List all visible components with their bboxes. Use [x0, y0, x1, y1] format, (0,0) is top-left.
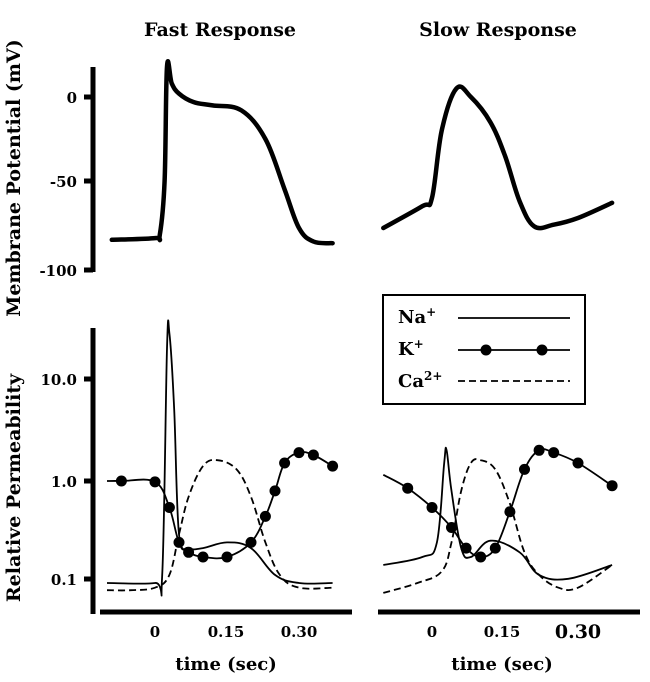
xtick-fast-0: 0 — [150, 623, 160, 641]
membrane-potential-line-slow — [381, 84, 615, 231]
xlabel-slow: time (sec) — [451, 654, 553, 675]
k-marker-fast-5 — [183, 546, 195, 558]
xtick-fast-030: 0.30 — [281, 623, 318, 641]
ca-line-slow — [383, 458, 613, 594]
legend: Na+ K+ Ca2+ — [382, 294, 586, 405]
ylabel-membrane: Membrane Potential (mV) — [3, 39, 25, 316]
plot-layer — [106, 59, 618, 597]
xtick-slow-030: 0.30 — [555, 621, 601, 643]
na-line-fast — [106, 319, 333, 597]
k-marker-slow-4 — [460, 542, 472, 554]
title-slow: Slow Response — [419, 19, 577, 41]
k-marker-slow-10 — [548, 447, 560, 459]
ylabel-permeability: Relative Permeability — [3, 373, 25, 602]
k-marker-fast-3 — [163, 502, 175, 513]
legend-label-k: K+ — [398, 337, 424, 360]
k-marker-slow-11 — [572, 457, 584, 469]
k-marker-fast-11 — [279, 457, 291, 469]
k-marker-slow-6 — [489, 542, 501, 554]
k-marker-fast-10 — [269, 485, 281, 497]
xlabel-fast: time (sec) — [175, 654, 277, 675]
k-marker-fast-8 — [245, 536, 257, 548]
k-marker-fast-13 — [307, 449, 319, 461]
k-marker-fast-14 — [327, 460, 339, 472]
legend-marker-k-1 — [480, 344, 492, 356]
k-marker-fast-6 — [197, 551, 209, 563]
k-marker-fast-1 — [115, 475, 127, 487]
k-marker-fast-2 — [149, 476, 161, 488]
xtick-slow-015: 0.15 — [484, 623, 521, 641]
membrane-potential-line-fast — [109, 59, 335, 246]
xtick-slow-0: 0 — [427, 623, 437, 641]
xtick-fast-015: 0.15 — [208, 623, 245, 641]
legend-marker-k-2 — [536, 344, 548, 356]
legend-label-na: Na+ — [398, 305, 436, 328]
bottom-ytick-label-01: 0.1 — [51, 571, 77, 589]
top-ytick-label-50: -50 — [50, 173, 77, 191]
k-marker-fast-4 — [173, 536, 185, 548]
k-marker-slow-9 — [533, 444, 545, 456]
k-marker-slow-2 — [426, 502, 438, 513]
top-ytick-label-0: 0 — [67, 89, 77, 107]
top-ytick-label-100: -100 — [39, 262, 77, 280]
ca-line-fast — [106, 459, 333, 592]
k-marker-fast-9 — [259, 510, 271, 522]
title-fast: Fast Response — [144, 19, 296, 41]
k-marker-slow-8 — [519, 463, 530, 475]
legend-label-ca: Ca2+ — [398, 369, 442, 392]
k-marker-fast-12 — [293, 447, 305, 459]
k-marker-slow-5 — [475, 551, 487, 563]
k-marker-fast-7 — [221, 551, 233, 563]
k-line-fast — [106, 451, 334, 560]
bottom-ytick-label-10: 10.0 — [40, 371, 77, 389]
k-marker-slow-1 — [402, 482, 414, 494]
bottom-ytick-label-1: 1.0 — [51, 473, 77, 491]
k-marker-slow-12 — [606, 480, 618, 492]
